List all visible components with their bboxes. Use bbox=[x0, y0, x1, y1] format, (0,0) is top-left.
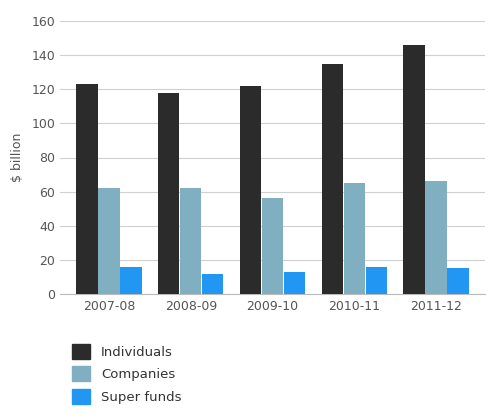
Bar bbox=[98, 188, 119, 294]
Bar bbox=[120, 267, 142, 294]
Bar bbox=[158, 93, 180, 294]
Bar bbox=[202, 273, 224, 294]
Y-axis label: $ billion: $ billion bbox=[12, 133, 24, 182]
Bar bbox=[180, 188, 202, 294]
Bar bbox=[366, 267, 387, 294]
Bar bbox=[240, 86, 261, 294]
Bar bbox=[426, 181, 446, 294]
Bar bbox=[76, 84, 98, 294]
Bar bbox=[284, 272, 305, 294]
Bar bbox=[262, 198, 283, 294]
Legend: Individuals, Companies, Super funds: Individuals, Companies, Super funds bbox=[66, 339, 186, 409]
Bar bbox=[344, 183, 365, 294]
Bar bbox=[322, 64, 343, 294]
Bar bbox=[404, 45, 424, 294]
Bar bbox=[448, 268, 468, 294]
